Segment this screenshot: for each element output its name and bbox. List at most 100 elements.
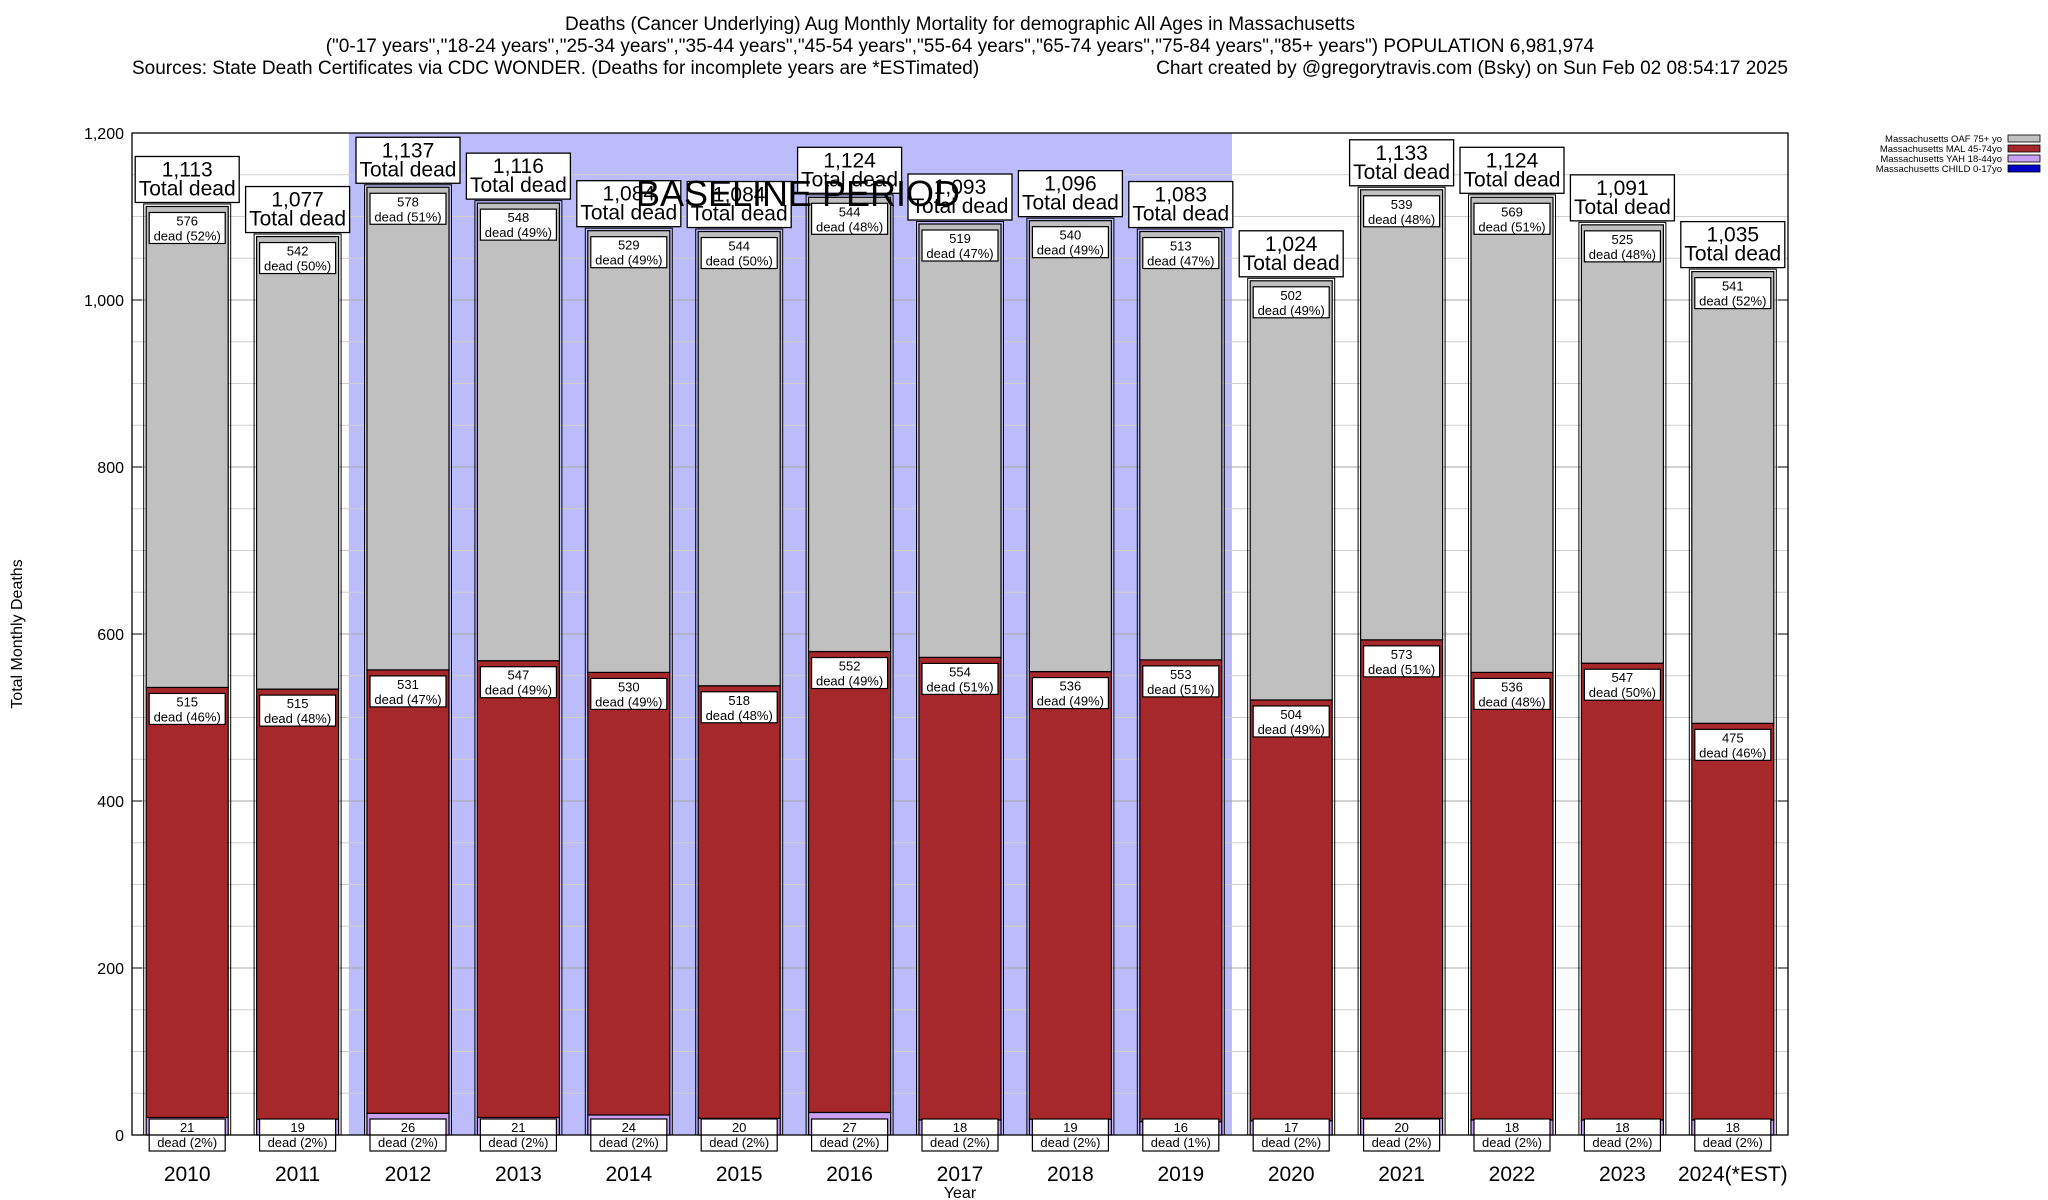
- x-tick-label: 2021: [1378, 1163, 1425, 1186]
- segment-value-label: 515: [176, 694, 198, 709]
- segment-value-label: 536: [1501, 679, 1523, 694]
- segment-percent: 49%: [853, 674, 879, 689]
- segment-word-label: dead: [1151, 1135, 1180, 1150]
- bar-segment: [807, 196, 892, 653]
- segment-percent: 51%: [1405, 662, 1431, 677]
- segment-label-box: [700, 236, 778, 270]
- total-value-label: 1,091: [1596, 177, 1649, 200]
- segment-label-box: [1583, 668, 1662, 701]
- x-tick-label: 2020: [1268, 1163, 1315, 1186]
- segment-word-label: dead: [154, 228, 183, 243]
- segment-value-label: 552: [839, 659, 861, 674]
- segment-pct-label: dead (49%): [595, 694, 662, 709]
- total-value-label: 1,084: [713, 184, 766, 207]
- segment-label-box: [1031, 226, 1110, 259]
- total-value-label: 1,124: [823, 149, 876, 172]
- segment-word-label: dead: [485, 683, 514, 698]
- segment-pct-label: dead (50%): [264, 259, 331, 274]
- segment-value-label: 542: [287, 244, 309, 259]
- segment-percent: 47%: [1184, 254, 1210, 269]
- segment-word-label: dead: [1478, 219, 1507, 234]
- legend-entry-label: Massachusetts YAH 18-44yo: [1880, 154, 2002, 165]
- segment-pct-label: dead (2%): [1261, 1135, 1321, 1150]
- segment-label-box: [1252, 705, 1330, 738]
- segment-word-label: dead: [930, 1135, 959, 1150]
- segment-value-label: 573: [1391, 647, 1413, 662]
- segment-pct-label: dead (2%): [157, 1135, 217, 1150]
- x-tick-label: 2022: [1489, 1163, 1536, 1186]
- segment-value-label: 541: [1722, 279, 1744, 294]
- segment-pct-label: dead (2%): [709, 1135, 769, 1150]
- total-value-label: 1,084: [603, 183, 656, 206]
- segment-word-label: dead: [1478, 694, 1507, 709]
- segment-label-box: [810, 202, 889, 235]
- segment-percent: 2%: [636, 1135, 655, 1150]
- total-value-label: 1,116: [493, 155, 544, 178]
- segment-label-box: [1362, 195, 1441, 228]
- segment-value-label: 18: [1726, 1120, 1740, 1135]
- segment-word-label: dead: [1037, 694, 1066, 709]
- segment-word-label: dead: [264, 711, 293, 726]
- x-tick-label: 2017: [937, 1163, 984, 1186]
- segment-value-label: 20: [732, 1120, 746, 1135]
- segment-percent: 47%: [411, 692, 437, 707]
- segment-word-label: dead: [926, 679, 955, 694]
- segment-value-label: 529: [618, 238, 640, 253]
- segment-word-label: dead: [1699, 745, 1728, 760]
- segment-label-box: [479, 666, 557, 699]
- segment-value-label: 518: [728, 693, 750, 708]
- y-axis-title: Total Monthly Deaths: [9, 559, 26, 708]
- segment-pct-label: dead (49%): [595, 253, 662, 268]
- total-label-box: [1017, 170, 1124, 218]
- segment-pct-label: dead (2%): [488, 1135, 548, 1150]
- total-value-label: 1,077: [271, 189, 324, 212]
- segment-label-box: [1031, 676, 1110, 710]
- segment-value-label: 475: [1722, 730, 1744, 745]
- segment-value-label: 547: [508, 668, 530, 683]
- y-tick-label: 800: [97, 460, 124, 477]
- total-label-box: [796, 146, 903, 194]
- total-word-label: Total dead: [1243, 252, 1340, 275]
- segment-percent: 2%: [525, 1135, 544, 1150]
- total-word-label: Total dead: [1132, 203, 1229, 226]
- segment-pct-label: dead (49%): [1037, 694, 1104, 709]
- segment-percent: 48%: [1405, 212, 1431, 227]
- total-label-box: [576, 180, 682, 228]
- segment-pct-label: dead (46%): [1699, 745, 1766, 760]
- total-label-box: [1128, 180, 1234, 229]
- bar-segment: [1139, 230, 1223, 661]
- bar-segment: [697, 685, 781, 1119]
- segment-percent: 2%: [1298, 1135, 1317, 1150]
- bar-segment: [476, 660, 560, 1119]
- bar-segment: [1139, 659, 1223, 1123]
- baseline-period-annotation: BASELINE PERIOD: [636, 173, 960, 214]
- segment-value-label: 17: [1284, 1120, 1298, 1135]
- segment-label-box: [259, 241, 337, 275]
- segment-value-label: 20: [1394, 1120, 1408, 1135]
- legend-swatch: [2007, 154, 2041, 163]
- segment-percent: 2%: [194, 1135, 213, 1150]
- y-tick-label: 400: [97, 794, 124, 811]
- chart-credit: Chart created by @gregorytravis.com (Bsk…: [1156, 58, 1788, 79]
- segment-percent: 48%: [301, 711, 327, 726]
- bar-segment: [587, 671, 671, 1116]
- bar-segment: [1249, 280, 1333, 701]
- segment-value-label: 24: [622, 1120, 636, 1135]
- segment-pct-label: dead (2%): [599, 1135, 659, 1150]
- segment-value-label: 19: [1063, 1120, 1077, 1135]
- y-tick-label: 1,200: [84, 126, 124, 143]
- segment-value-label: 18: [1505, 1120, 1519, 1135]
